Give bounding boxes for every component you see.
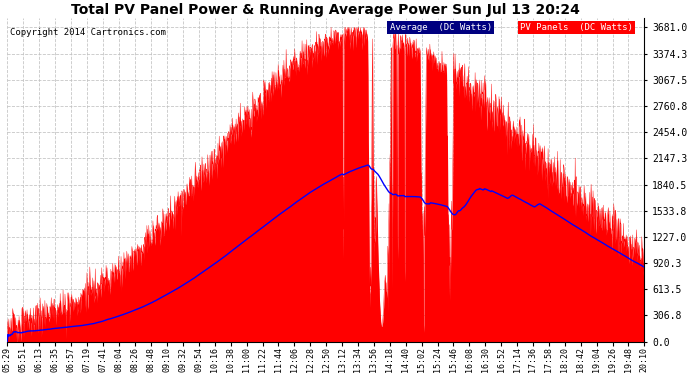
Title: Total PV Panel Power & Running Average Power Sun Jul 13 20:24: Total PV Panel Power & Running Average P… bbox=[71, 3, 580, 17]
Text: PV Panels  (DC Watts): PV Panels (DC Watts) bbox=[520, 23, 633, 32]
Text: Average  (DC Watts): Average (DC Watts) bbox=[390, 23, 492, 32]
Text: Copyright 2014 Cartronics.com: Copyright 2014 Cartronics.com bbox=[10, 28, 166, 37]
